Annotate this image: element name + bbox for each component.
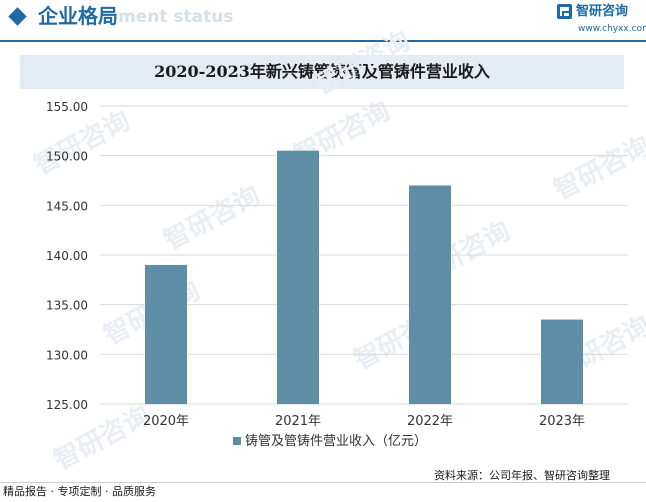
brand[interactable]: 智研咨询 www.chyxx.com <box>556 2 646 38</box>
watermark-text: 智研咨询 <box>29 105 135 181</box>
bar <box>277 150 319 404</box>
watermark-layer: 智研咨询智研咨询智研咨询智研咨询智研咨询智研咨询智研咨询智研咨询智研咨询智研咨询 <box>29 25 646 476</box>
chart-title: 2020-2023年新兴铸管铸管及管铸件营业收入 <box>154 62 490 81</box>
x-tick-label: 2021年 <box>275 414 321 429</box>
source-note: 资料来源：公司年报、智研咨询整理 <box>434 469 610 482</box>
x-tick-label: 2023年 <box>539 414 585 429</box>
watermark-text: 智研咨询 <box>549 130 646 206</box>
footer-slogan: 精品报告 · 专项定制 · 品质服务 <box>3 485 156 498</box>
chart-title-bar: 2020-2023年新兴铸管铸管及管铸件营业收入 <box>20 55 624 89</box>
y-tick-label: 130.00 <box>46 348 88 362</box>
bar <box>541 319 583 404</box>
legend-label: 铸管及管铸件营业收入（亿元） <box>245 433 427 449</box>
bars <box>145 150 583 404</box>
section-title: 企业格局 <box>38 4 118 28</box>
bar <box>145 264 187 404</box>
watermark-text: 智研咨询 <box>159 180 265 256</box>
y-tick-label: 150.00 <box>46 150 88 164</box>
y-tick-label: 140.00 <box>46 249 88 263</box>
y-tick-label: 125.00 <box>46 398 88 412</box>
legend-swatch <box>233 437 241 445</box>
bar <box>409 185 451 404</box>
y-axis-ticks: 155.00 150.00 145.00 140.00 135.00 130.00 125.… <box>46 100 88 412</box>
x-tick-label: 2022年 <box>407 414 453 429</box>
y-tick-label: 145.00 <box>46 199 88 213</box>
section-subtitle-ghost: ment status <box>118 7 234 27</box>
footer-divider <box>0 482 646 483</box>
brand-logo-icon <box>557 4 572 19</box>
legend: 铸管及管铸件营业收入（亿元） <box>233 433 427 449</box>
gridlines <box>100 105 628 405</box>
brand-url[interactable]: www.chyxx.com <box>578 24 646 34</box>
watermark-text: 智研咨询 <box>309 25 415 101</box>
x-axis-ticks: 2020年 2021年 2022年 2023年 <box>143 414 585 429</box>
y-tick-label: 135.00 <box>46 299 88 313</box>
y-tick-label: 155.00 <box>46 100 88 114</box>
header: 企业格局 ment status 智研咨询 www.chyxx.com <box>0 0 646 42</box>
x-tick-label: 2020年 <box>143 414 189 429</box>
header-divider <box>0 40 646 42</box>
brand-name: 智研咨询 <box>576 4 629 19</box>
